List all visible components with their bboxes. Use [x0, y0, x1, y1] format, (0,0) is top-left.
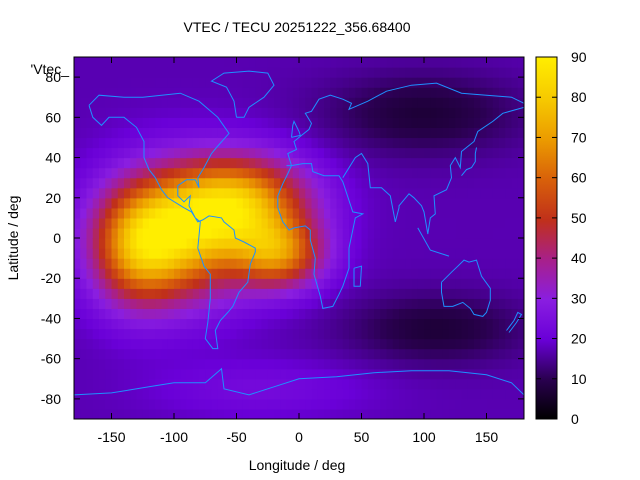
- y-tick-label: 80: [45, 69, 61, 85]
- y-tick-label: -60: [41, 351, 61, 367]
- x-tick-label: -100: [160, 429, 188, 445]
- y-tick-label: 0: [53, 230, 61, 246]
- x-tick-label: 150: [475, 429, 499, 445]
- y-axis-title: Latitude / deg: [5, 196, 21, 281]
- chart-title: VTEC / TECU 20251222_356.68400: [183, 19, 410, 35]
- x-tick-label: 50: [354, 429, 370, 445]
- colorbar-tick-label: 0: [571, 411, 579, 427]
- colorbar-tick-label: 60: [571, 170, 587, 186]
- x-axis: -150 -100 -50 0 50 100 150: [97, 57, 498, 445]
- x-tick-label: -150: [97, 429, 125, 445]
- y-tick-label: 40: [45, 150, 61, 166]
- colorbar-tick-label: 70: [571, 129, 587, 145]
- y-tick-label: 60: [45, 109, 61, 125]
- colorbar-tick-label: 20: [571, 331, 587, 347]
- coastline-layer: [74, 70, 524, 396]
- colorbar-ticks: 0 10 20 30 40 50 60 70 80 90: [536, 49, 587, 427]
- colorbar: 0 10 20 30 40 50 60 70 80 90: [535, 49, 587, 427]
- x-tick-label: 0: [295, 429, 303, 445]
- x-tick-label: -50: [226, 429, 246, 445]
- x-tick-label: 100: [412, 429, 436, 445]
- y-axis: -80 -60 -40 -20 0 20 40 60 80: [41, 69, 524, 407]
- colorbar-tick-label: 30: [571, 290, 587, 306]
- heatmap-layer: [74, 57, 524, 419]
- colorbar-tick-label: 90: [571, 49, 587, 65]
- y-tick-label: -20: [41, 270, 61, 286]
- colorbar-tick-label: 50: [571, 210, 587, 226]
- y-tick-label: -40: [41, 310, 61, 326]
- colorbar-tick-label: 10: [571, 371, 587, 387]
- colorbar-tick-label: 80: [571, 89, 587, 105]
- colorbar-tick-label: 40: [571, 250, 587, 266]
- legend-key: 'Vtec_: [31, 61, 70, 77]
- y-tick-label: 20: [45, 190, 61, 206]
- colorbar-gradient: [535, 56, 558, 420]
- x-axis-title: Longitude / deg: [249, 457, 346, 473]
- y-tick-label: -80: [41, 391, 61, 407]
